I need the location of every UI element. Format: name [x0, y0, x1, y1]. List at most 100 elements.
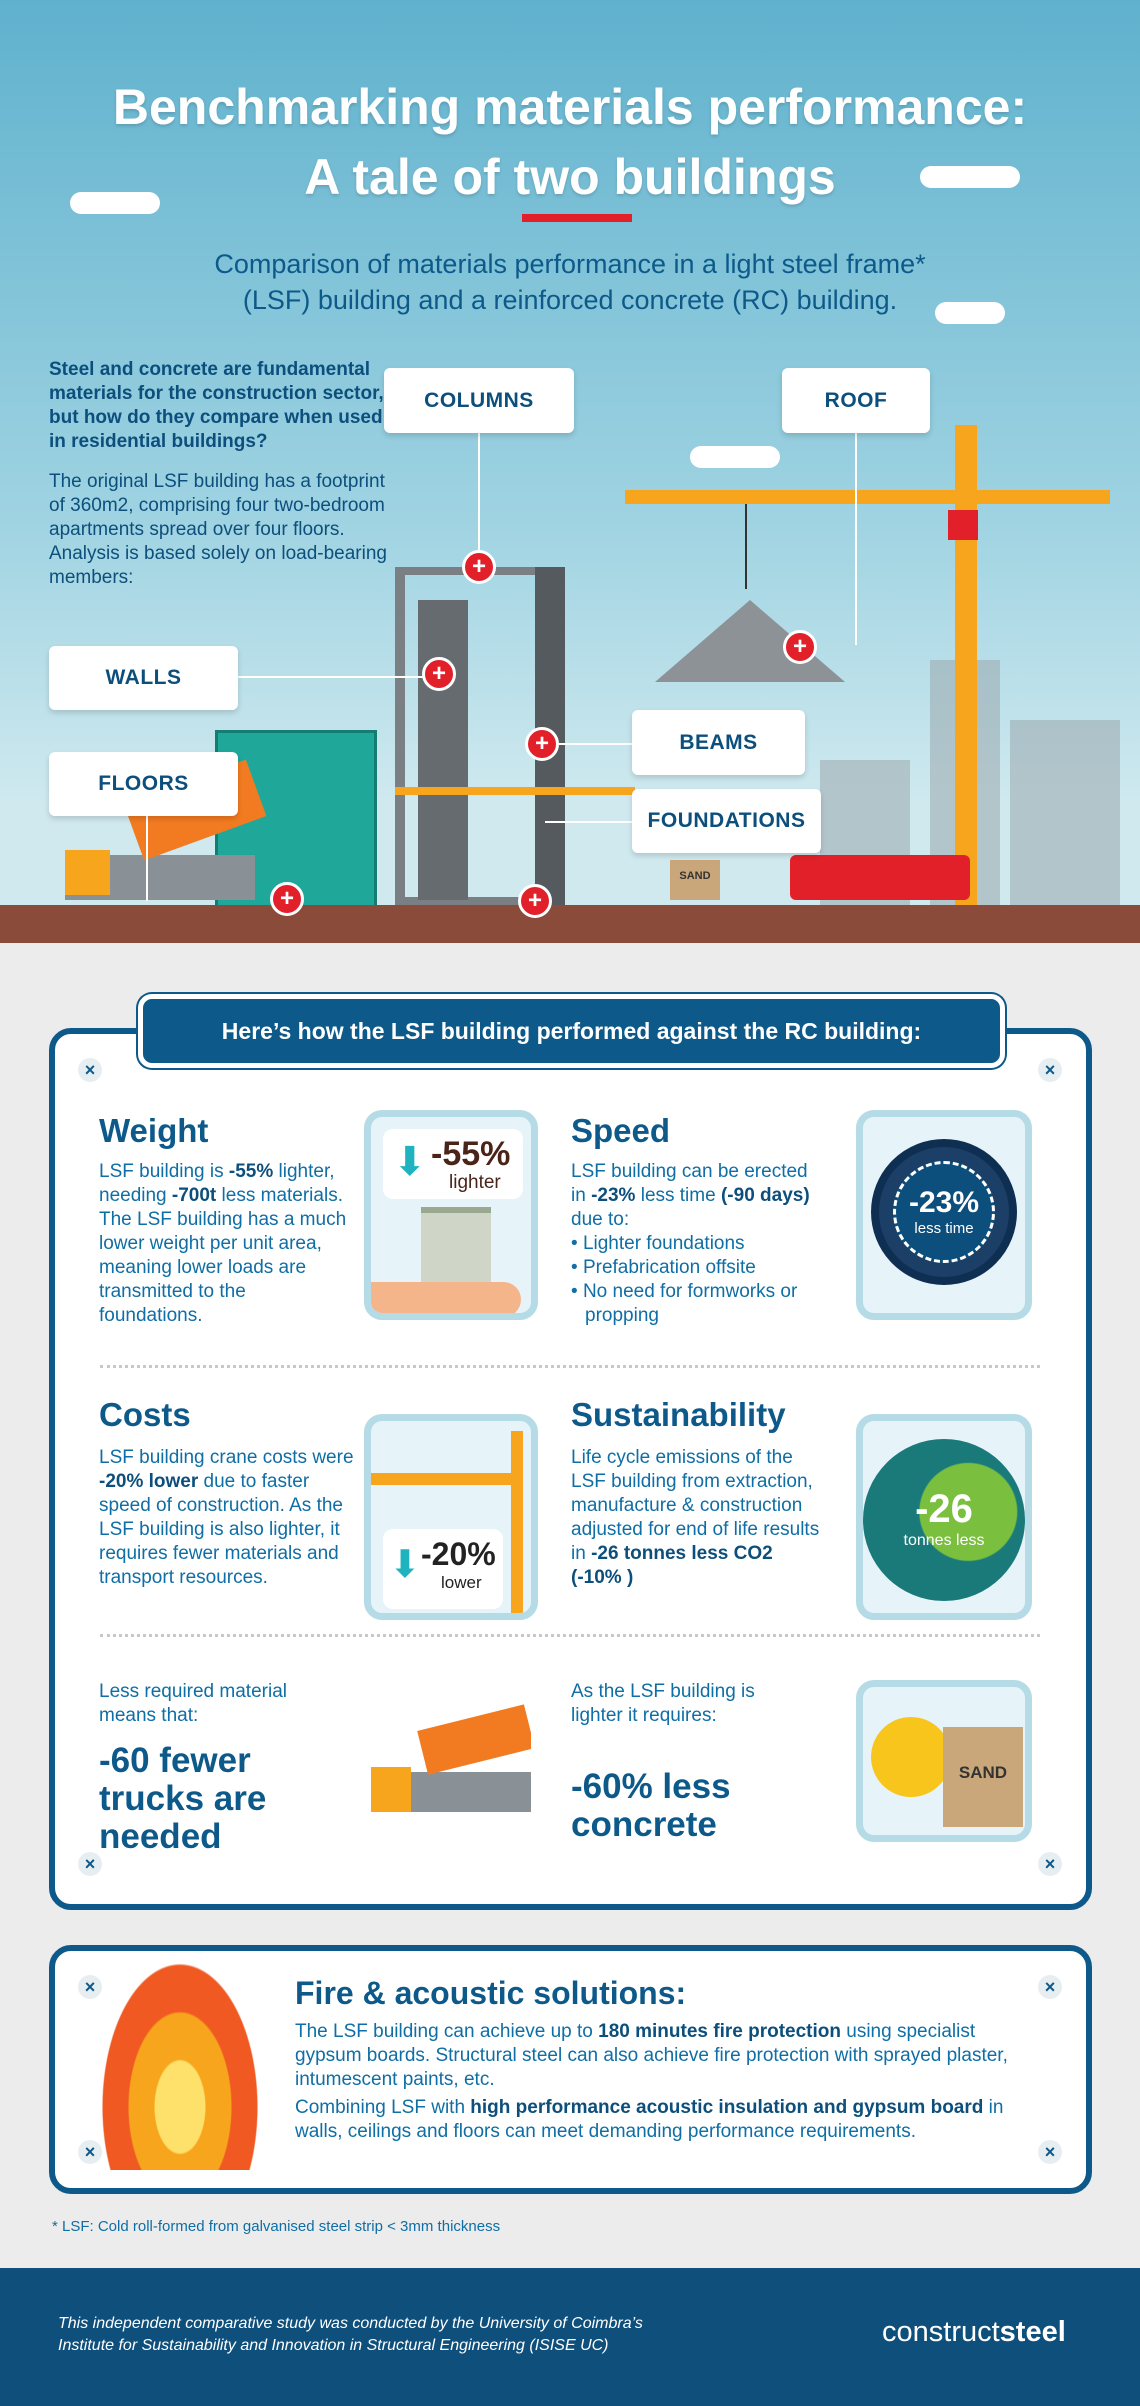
stopwatch-illustration: -23% less time: [856, 1110, 1032, 1320]
sustainability-text: Life cycle emissions of the LSF building…: [571, 1447, 820, 1588]
leader-line: [146, 816, 148, 901]
subtitle-line-2: (LSF) building and a reinforced concrete…: [242, 285, 898, 315]
speed-badge: -23%: [908, 1186, 980, 1219]
divider: [522, 214, 632, 222]
concrete-figure: -60% less concrete: [571, 1767, 731, 1844]
hero-scene: Benchmarking materials performance: A ta…: [0, 0, 1140, 943]
cloud: [690, 446, 780, 468]
leader-line: [238, 676, 438, 678]
divider: [100, 1365, 1040, 1368]
weight-heading: Weight: [99, 1112, 209, 1149]
sustainability-badge: -26: [915, 1487, 973, 1531]
truck-cab: [65, 850, 110, 895]
crane-jib: [625, 490, 1110, 504]
sand-bag-label: SAND: [943, 1727, 1023, 1827]
speed-text: LSF building can be erected in -23% less…: [571, 1160, 821, 1328]
x-icon: ×: [78, 1852, 102, 1876]
divider: [100, 1634, 1040, 1637]
plus-marker-icon[interactable]: +: [518, 884, 552, 918]
core-wall: [418, 600, 468, 900]
sand-bag: SAND: [670, 860, 720, 900]
label-roof[interactable]: ROOF: [782, 368, 930, 433]
plus-marker-icon[interactable]: +: [422, 657, 456, 691]
trucks-figure: -60 fewer trucks are needed: [99, 1741, 267, 1856]
globe-illustration: -26 tonnes less: [856, 1414, 1032, 1620]
costs-heading: Costs: [99, 1396, 191, 1433]
crane-icon: [511, 1431, 523, 1613]
leader-line: [478, 433, 480, 553]
crane-mast: [955, 425, 977, 905]
intro: Steel and concrete are fundamental mater…: [49, 358, 389, 590]
speed-badge-sub: less time: [914, 1220, 974, 1237]
list-item: Prefabrication offsite: [571, 1256, 821, 1280]
x-icon: ×: [78, 1058, 102, 1082]
x-icon: ×: [1038, 1058, 1062, 1082]
intro-body: The original LSF building has a footprin…: [49, 471, 387, 588]
footer: This independent comparative study was c…: [0, 2268, 1140, 2406]
speed-reasons: Lighter foundationsPrefabrication offsit…: [571, 1232, 821, 1328]
fire-text-1: The LSF building can achieve up to 180 m…: [295, 2021, 1008, 2090]
globe-icon: -26 tonnes less: [863, 1439, 1025, 1601]
ground: [0, 905, 1140, 943]
comparison-banner: Here’s how the LSF building performed ag…: [138, 994, 1005, 1068]
leader-line: [545, 821, 632, 823]
arrow-down-icon: ⬇: [393, 1140, 427, 1184]
sustainability-badge-sub: tonnes less: [903, 1532, 985, 1549]
plus-marker-icon[interactable]: +: [525, 727, 559, 761]
constructsteel-logo[interactable]: constructsteel: [882, 2316, 1066, 2348]
weight-badge: -55%: [431, 1135, 511, 1173]
concrete-lead: As the LSF building is lighter it requir…: [571, 1681, 755, 1726]
crane-cable: [745, 504, 747, 589]
flame-icon: [100, 1960, 260, 2170]
truck-illustration: [364, 1680, 538, 1842]
stopwatch-icon: -23% less time: [871, 1139, 1017, 1285]
title-line-1: Benchmarking materials performance:: [112, 79, 1028, 135]
cement-mixer-icon: [871, 1717, 951, 1797]
hand-icon: [371, 1282, 521, 1313]
intro-lead: Steel and concrete are fundamental mater…: [49, 359, 384, 452]
sustainability-heading: Sustainability: [571, 1396, 786, 1433]
speed-heading: Speed: [571, 1112, 671, 1149]
crane-illustration: ⬇ -20% lower: [364, 1414, 538, 1620]
subtitle-line-1: Comparison of materials performance in a…: [214, 249, 926, 279]
label-beams[interactable]: BEAMS: [632, 710, 805, 775]
cloud: [920, 166, 1020, 188]
crane-cab: [948, 510, 978, 540]
costs-badge-sub: lower: [441, 1573, 482, 1592]
leader-line: [855, 433, 857, 645]
x-icon: ×: [1038, 1975, 1062, 1999]
plus-marker-icon[interactable]: +: [783, 630, 817, 664]
label-columns[interactable]: COLUMNS: [384, 368, 574, 433]
costs-text: LSF building crane costs were -20% lower…: [99, 1447, 354, 1588]
arrow-down-icon: ⬇: [389, 1544, 421, 1586]
leader-line: [545, 743, 632, 745]
weight-illustration: ⬇ -55% lighter: [364, 1110, 538, 1320]
plus-marker-icon[interactable]: +: [270, 882, 304, 916]
fire-heading: Fire & acoustic solutions:: [295, 1975, 687, 2011]
label-floors[interactable]: FLOORS: [49, 752, 238, 816]
fire-text-2: Combining LSF with high performance acou…: [295, 2097, 1004, 2142]
cloud: [935, 302, 1005, 324]
mixer-illustration: SAND: [856, 1680, 1032, 1842]
costs-badge: -20%: [421, 1536, 496, 1572]
scaffold: [395, 787, 635, 795]
footnote: * LSF: Cold roll-formed from galvanised …: [52, 2218, 501, 2235]
x-icon: ×: [78, 1975, 102, 1999]
x-icon: ×: [1038, 2140, 1062, 2164]
weight-badge-sub: lighter: [449, 1172, 501, 1193]
label-foundations[interactable]: FOUNDATIONS: [632, 789, 821, 853]
list-item: Lighter foundations: [571, 1232, 821, 1256]
sand-label: SAND: [679, 870, 711, 882]
label-walls[interactable]: WALLS: [49, 646, 238, 710]
weight-text: LSF building is -55% lighter, needing -7…: [99, 1161, 347, 1326]
list-item: No need for formworks or propping: [571, 1280, 821, 1328]
x-icon: ×: [1038, 1852, 1062, 1876]
plus-marker-icon[interactable]: +: [462, 550, 496, 584]
roof-piece: [655, 600, 845, 682]
excavator: [790, 855, 970, 900]
study-credit: This independent comparative study was c…: [58, 2315, 643, 2354]
title-line-2: A tale of two buildings: [304, 149, 836, 205]
cloud: [70, 192, 160, 214]
subtitle: Comparison of materials performance in a…: [100, 246, 1040, 318]
background-building: [1010, 720, 1120, 910]
